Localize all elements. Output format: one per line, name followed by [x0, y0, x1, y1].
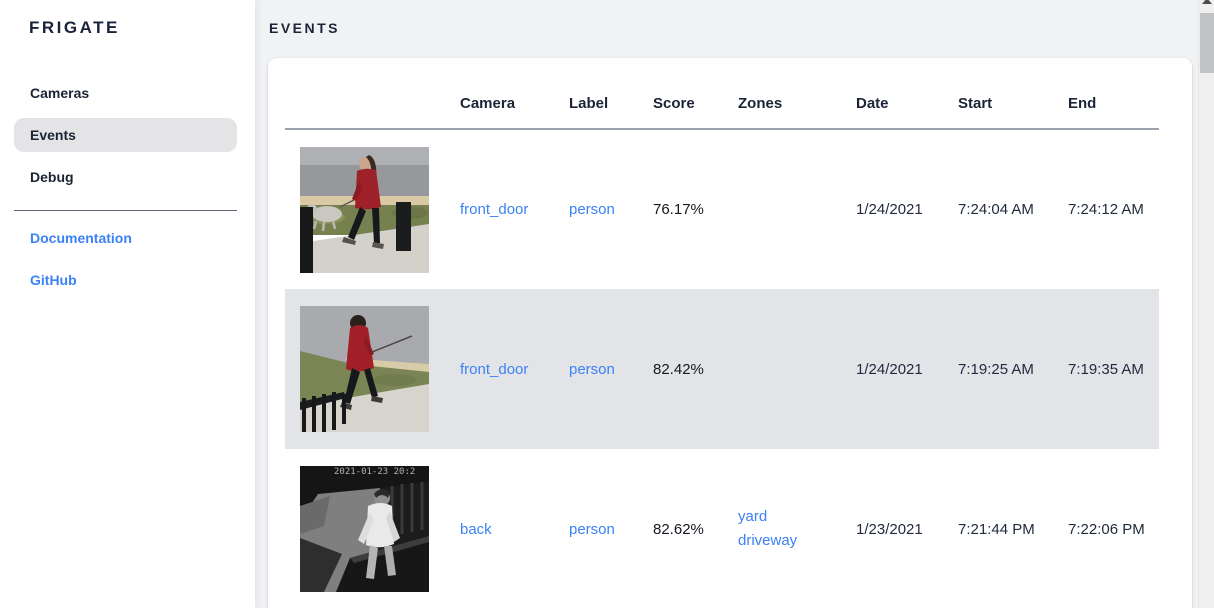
- col-header-camera: Camera: [460, 58, 569, 130]
- event-end-time: 7:22:06 PM: [1068, 520, 1145, 538]
- event-end-time: 7:19:35 AM: [1068, 360, 1144, 378]
- event-camera-link[interactable]: front_door: [460, 360, 529, 378]
- event-camera-link[interactable]: back: [460, 520, 492, 538]
- table-header-row: Camera Label Score Zones Date Start End: [285, 58, 1159, 130]
- col-header-end: End: [1068, 58, 1159, 130]
- event-label-link[interactable]: person: [569, 520, 615, 538]
- event-score: 76.17%: [653, 201, 704, 218]
- event-date: 1/23/2021: [856, 520, 923, 538]
- event-end-time: 7:24:12 AM: [1068, 201, 1144, 218]
- main-content: EVENTS Camera Label Score Zones Date Sta…: [255, 0, 1214, 608]
- event-row[interactable]: front_door person 76.17% 1/24/2021 7:24:…: [285, 129, 1159, 289]
- sidebar-nav: Cameras Events Debug: [0, 76, 255, 194]
- event-start-time: 7:21:44 PM: [958, 520, 1035, 538]
- event-row[interactable]: 2021-01-23 20:2 back person 82.62% yard …: [285, 449, 1159, 608]
- event-label-link[interactable]: person: [569, 360, 615, 378]
- sidebar-item-debug[interactable]: Debug: [30, 169, 74, 185]
- event-score: 82.42%: [653, 360, 704, 378]
- col-header-thumbnail: [285, 58, 460, 130]
- event-thumbnail[interactable]: [300, 146, 429, 273]
- event-score: 82.62%: [653, 520, 704, 538]
- event-zones: [738, 129, 856, 289]
- events-table: Camera Label Score Zones Date Start End: [285, 58, 1159, 608]
- page-title: EVENTS: [269, 20, 341, 36]
- sidebar-item-events[interactable]: Events: [14, 118, 237, 152]
- event-start-time: 7:24:04 AM: [958, 201, 1034, 218]
- col-header-date: Date: [856, 58, 958, 130]
- col-header-zones: Zones: [738, 58, 856, 130]
- scrollbar-thumb[interactable]: [1200, 13, 1214, 73]
- sidebar-divider: [14, 210, 237, 211]
- sidebar-item-cameras[interactable]: Cameras: [30, 85, 90, 101]
- event-zones: [738, 289, 856, 449]
- event-thumbnail[interactable]: 2021-01-23 20:2: [300, 466, 429, 592]
- event-camera-link[interactable]: front_door: [460, 201, 529, 218]
- events-card: Camera Label Score Zones Date Start End: [268, 58, 1192, 608]
- sidebar-link-documentation[interactable]: Documentation: [30, 230, 132, 246]
- sidebar: FRIGATE Cameras Events Debug Documentati…: [0, 0, 255, 608]
- scroll-up-arrow-icon[interactable]: [1201, 0, 1212, 4]
- vertical-scrollbar[interactable]: [1198, 0, 1214, 608]
- col-header-label: Label: [569, 58, 653, 130]
- event-zone-link[interactable]: driveway: [738, 532, 798, 549]
- sidebar-link-github[interactable]: GitHub: [30, 272, 77, 288]
- col-header-score: Score: [653, 58, 738, 130]
- event-date: 1/24/2021: [856, 360, 923, 378]
- event-row[interactable]: front_door person 82.42% 1/24/2021 7:19:…: [285, 289, 1159, 449]
- event-date: 1/24/2021: [856, 201, 923, 218]
- event-thumbnail[interactable]: [300, 306, 429, 432]
- app-logo[interactable]: FRIGATE: [29, 18, 120, 37]
- event-start-time: 7:19:25 AM: [958, 360, 1034, 378]
- event-zones: yard driveway: [738, 449, 856, 608]
- event-label-link[interactable]: person: [569, 201, 615, 218]
- col-header-start: Start: [958, 58, 1068, 130]
- event-zone-link[interactable]: yard: [738, 508, 768, 525]
- thumbnail-timestamp-overlay: 2021-01-23 20:2: [334, 467, 415, 477]
